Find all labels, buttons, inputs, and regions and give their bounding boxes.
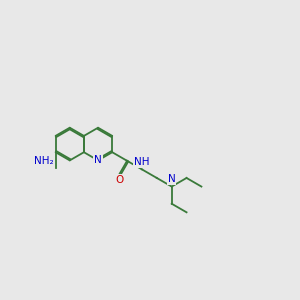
Text: N: N (94, 155, 102, 165)
Text: N: N (168, 175, 176, 184)
Text: O: O (116, 175, 124, 185)
Text: NH: NH (134, 157, 150, 167)
Text: NH₂: NH₂ (34, 156, 54, 166)
